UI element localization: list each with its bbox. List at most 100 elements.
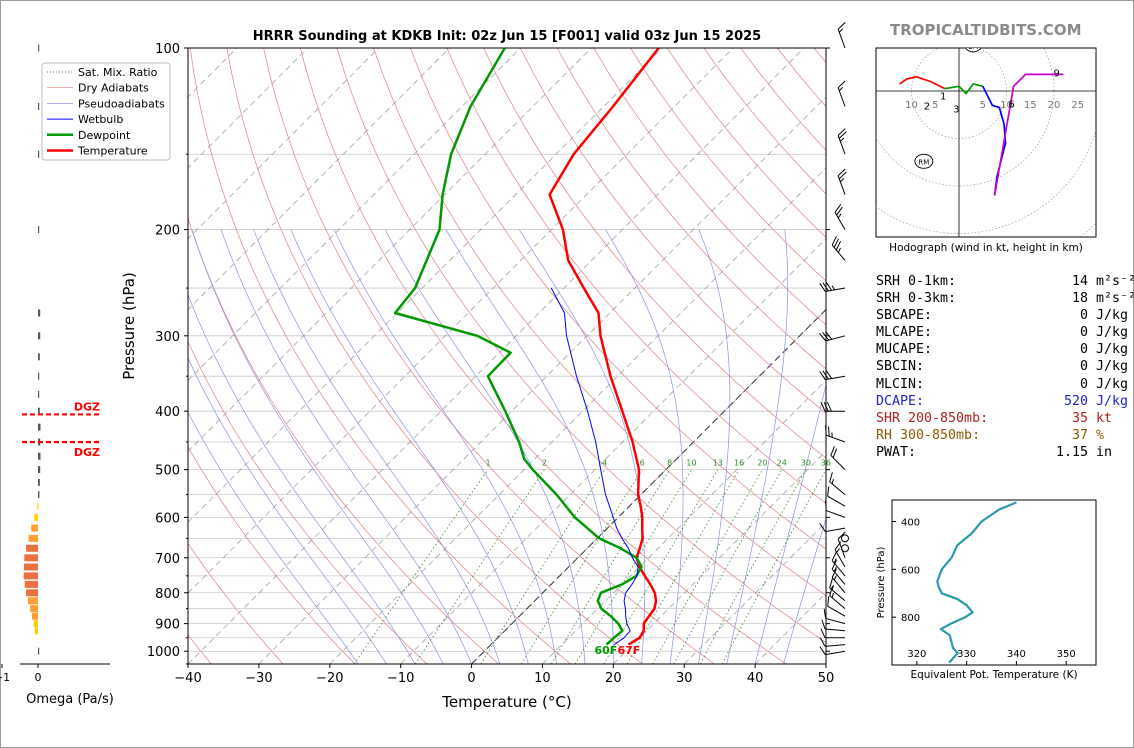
- parameter-row: SBCIN: 0 J/kg: [876, 358, 1134, 375]
- wind-barb: [831, 551, 846, 577]
- theta-e-y-axis-label: Pressure (hPa): [876, 547, 887, 619]
- barb-shaft: [820, 401, 845, 412]
- parameter-label: MLCAPE:: [876, 325, 933, 341]
- y-tick-label: 200: [155, 224, 180, 239]
- x-tick-label: 0: [467, 671, 475, 686]
- barb-half: [840, 178, 845, 183]
- parameter-label: DCAPE:: [876, 393, 925, 409]
- barb-staff: [825, 650, 846, 656]
- barb-full: [833, 238, 839, 248]
- omega-bar: [34, 513, 38, 521]
- temperature-line: [548, 48, 660, 646]
- isotherm: [188, 48, 592, 452]
- barb-staff: [834, 212, 846, 230]
- barb-full: [831, 551, 837, 561]
- omega-bar: [38, 44, 40, 52]
- mixing-ratio-label: 1: [485, 459, 490, 468]
- dry-adiabat: [226, 48, 643, 664]
- skew-t-axes: [187, 47, 827, 665]
- barb-full: [829, 586, 833, 596]
- legend-label: Dry Adiabats: [78, 82, 149, 95]
- omega-bar: [38, 466, 41, 474]
- barb-shaft: [837, 22, 846, 49]
- calm-marker: [841, 534, 849, 543]
- omega-bar: [28, 534, 38, 542]
- hodograph-height-label: 3: [953, 104, 959, 115]
- parameter-unit: J/kg: [1096, 308, 1129, 324]
- legend-label: Pseudoadiabats: [78, 97, 165, 110]
- barb-shaft: [819, 370, 846, 381]
- parameter-row: SBCAPE: 0 J/kg: [876, 307, 1134, 324]
- omega-bar: [26, 589, 38, 597]
- parameter-unit: kt: [1096, 410, 1113, 426]
- barb-staff: [827, 495, 846, 507]
- barb-full: [823, 401, 829, 412]
- hodograph-caption: Hodograph (wind in kt, height in km): [889, 242, 1083, 254]
- parameter-value: 37: [1071, 427, 1088, 443]
- barb-half: [833, 566, 837, 572]
- mixing-ratio-label: 13: [713, 459, 723, 468]
- barb-staff: [837, 87, 846, 107]
- barb-shaft: [819, 523, 846, 533]
- barb-staff: [826, 510, 846, 518]
- parameter-label: PWAT:: [876, 444, 917, 460]
- theta-e-line: [936, 501, 1017, 664]
- omega-bar: [33, 620, 38, 628]
- parameter-unit: in: [1096, 444, 1113, 460]
- parameter-row: MLCAPE: 0 J/kg: [876, 324, 1134, 341]
- mixing-ratio-label: 30: [801, 459, 811, 468]
- wind-barb: [837, 128, 847, 155]
- barb-full: [819, 333, 827, 342]
- parameter-label: RH 300-850mb:: [876, 427, 981, 443]
- barb-shaft: [820, 628, 845, 639]
- omega-bar: [24, 554, 38, 562]
- wind-barb: [837, 168, 847, 195]
- legend-label: Temperature: [77, 145, 148, 158]
- mixing-ratio-label: 10: [686, 459, 696, 468]
- wind-barb: [830, 446, 846, 470]
- dry-adiabat: [188, 446, 356, 664]
- parameter-row: PWAT: 1.15 in: [876, 444, 1134, 461]
- watermark: TROPICALTIDBITS.COM: [890, 21, 1082, 39]
- moist-adiabat: [754, 382, 826, 664]
- hodograph-ring-label: 25: [1071, 100, 1084, 111]
- legend-label: Wetbulb: [78, 113, 123, 126]
- barb-shaft: [819, 637, 846, 647]
- calm-marker: [841, 544, 849, 553]
- isotherm: [258, 96, 826, 664]
- x-tick-label: −30: [245, 671, 272, 686]
- barb-full: [827, 596, 830, 607]
- zero-isotherm: [471, 308, 826, 664]
- y-tick-label: 900: [155, 618, 180, 633]
- mixing-ratio-label: 6: [640, 459, 645, 468]
- barb-shaft: [827, 596, 846, 617]
- wind-barb: [837, 22, 846, 49]
- left-mover-marker: [965, 48, 982, 53]
- barb-full: [837, 22, 846, 30]
- barb-full: [837, 168, 846, 177]
- barb-staff: [825, 287, 846, 292]
- parameter-label: MUCAPE:: [876, 342, 933, 358]
- hodograph-inner: 10 5 5 10 15 20 25 12 3 6 9 LM RM: [876, 48, 1096, 237]
- dry-adiabat: [188, 217, 500, 664]
- moist-adiabat: [518, 229, 646, 664]
- parameter-unit: m²s⁻²: [1096, 291, 1134, 307]
- hodograph-trace: [993, 73, 1064, 196]
- parameter-unit: J/kg: [1096, 342, 1129, 358]
- omega-bar: [38, 353, 40, 361]
- moist-adiabat: [726, 229, 789, 664]
- right-mover-marker: [914, 153, 934, 169]
- parameter-unit: %: [1096, 427, 1105, 443]
- barb-staff: [831, 244, 846, 261]
- wind-barb: [825, 500, 846, 518]
- barb-full: [837, 128, 846, 136]
- barb-full: [819, 371, 826, 380]
- mixing-ratio-label: 4: [602, 459, 607, 468]
- barb-full: [831, 568, 837, 578]
- surface-temperature-label: 67F: [618, 644, 641, 657]
- barb-full: [835, 240, 842, 251]
- barb-shaft: [831, 560, 846, 585]
- omega-bar: [23, 572, 38, 580]
- wind-barb: [841, 534, 849, 543]
- parameter-label: SBCAPE:: [876, 308, 933, 324]
